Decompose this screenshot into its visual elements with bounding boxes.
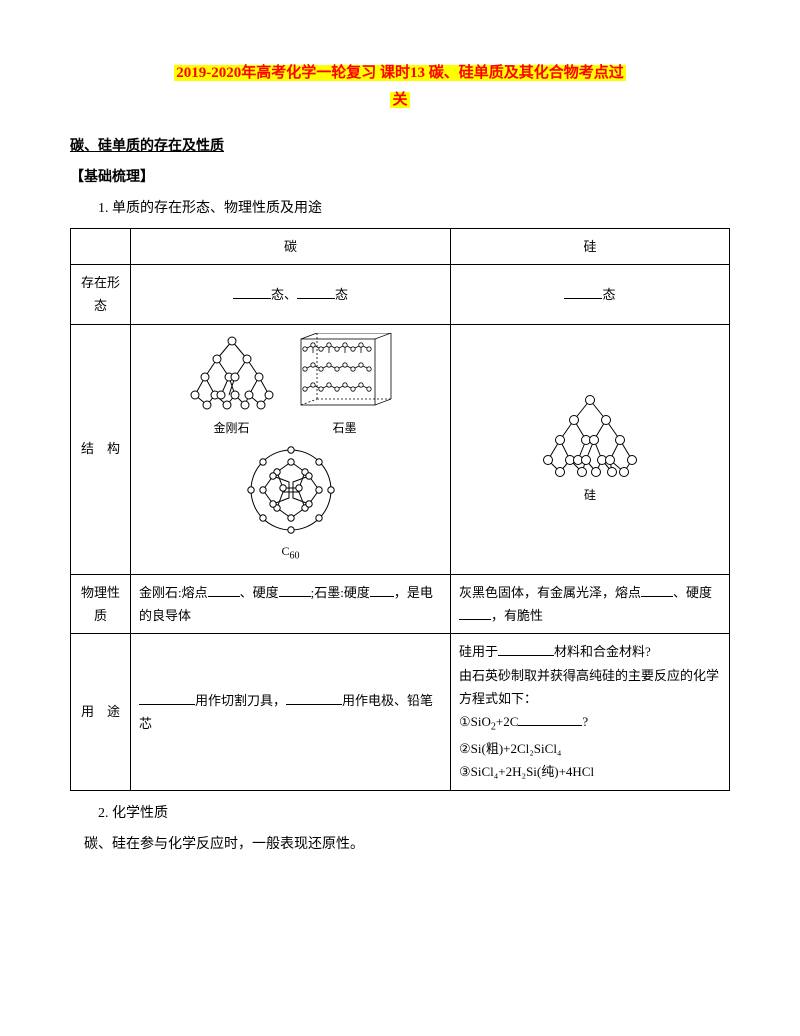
row-form-silicon: 态 xyxy=(451,264,730,324)
blank-field[interactable] xyxy=(518,712,582,726)
sub-header: 【基础梳理】 xyxy=(70,165,730,190)
blank-field[interactable] xyxy=(297,285,335,299)
title-line2: 关 xyxy=(390,92,409,108)
row-struct-label: 结 构 xyxy=(71,324,131,574)
row-phys-label: 物理性质 xyxy=(71,574,131,634)
chem-property-text: 碳、硅在参与化学反应时，一般表现还原性。 xyxy=(70,832,730,857)
equation-3: ③SiCl₄+2H₂Si(纯)+4HCl xyxy=(459,764,594,779)
header-blank xyxy=(71,228,131,264)
item-2: 2. 化学性质 xyxy=(70,801,730,826)
row-form: 存在形态 态、态 态 xyxy=(71,264,730,324)
row-use-label: 用 途 xyxy=(71,634,131,791)
blank-field[interactable] xyxy=(286,691,342,705)
graphite-label: 石墨 xyxy=(295,418,395,440)
c60-structure: C60 xyxy=(135,446,446,566)
row-struct-carbon: 金刚石 xyxy=(131,324,451,574)
graphite-structure: 石墨 xyxy=(295,333,395,440)
title-line1: 2019-2020年高考化学一轮复习 课时13 碳、硅单质及其化合物考点过 xyxy=(174,65,626,81)
c60-label: C60 xyxy=(135,541,446,565)
blank-field[interactable] xyxy=(139,691,195,705)
blank-field[interactable] xyxy=(279,583,311,597)
diamond-structure: 金刚石 xyxy=(187,333,277,440)
row-use-silicon: 硅用于材料和合金材料? 由石英砂制取并获得高纯硅的主要反应的化学方程式如下： ①… xyxy=(451,634,730,791)
row-phys-carbon: 金刚石:熔点、硬度;石墨:硬度，是电的良导体 xyxy=(131,574,451,634)
silicon-label: 硅 xyxy=(455,485,725,507)
row-phys-silicon: 灰黑色固体，有金属光泽，熔点、硬度，有脆性 xyxy=(451,574,730,634)
blank-field[interactable] xyxy=(459,606,491,620)
diamond-label: 金刚石 xyxy=(187,418,277,440)
item-1: 1. 单质的存在形态、物理性质及用途 xyxy=(70,196,730,221)
blank-field[interactable] xyxy=(641,583,673,597)
row-structure: 结 构 xyxy=(71,324,730,574)
row-struct-silicon: 硅 xyxy=(451,324,730,574)
equation-2: ②Si(粗)+2Cl₂SiCl₄ xyxy=(459,741,561,756)
row-uses: 用 途 用作切割刀具，用作电极、铅笔芯 硅用于材料和合金材料? 由石英砂制取并获… xyxy=(71,634,730,791)
row-form-label: 存在形态 xyxy=(71,264,131,324)
row-physical: 物理性质 金刚石:熔点、硬度;石墨:硬度，是电的良导体 灰黑色固体，有金属光泽，… xyxy=(71,574,730,634)
blank-field[interactable] xyxy=(208,583,240,597)
row-form-carbon: 态、态 xyxy=(131,264,451,324)
document-title: 2019-2020年高考化学一轮复习 课时13 碳、硅单质及其化合物考点过 关 xyxy=(70,60,730,114)
blank-field[interactable] xyxy=(564,285,602,299)
blank-field[interactable] xyxy=(233,285,271,299)
blank-field[interactable] xyxy=(498,642,554,656)
header-silicon: 硅 xyxy=(451,228,730,264)
silicon-structure-svg xyxy=(540,392,640,478)
blank-field[interactable] xyxy=(370,583,394,597)
section-header: 碳、硅单质的存在及性质 xyxy=(70,134,730,159)
row-use-carbon: 用作切割刀具，用作电极、铅笔芯 xyxy=(131,634,451,791)
header-carbon: 碳 xyxy=(131,228,451,264)
properties-table: 碳 硅 存在形态 态、态 态 结 构 xyxy=(70,228,730,791)
table-header-row: 碳 硅 xyxy=(71,228,730,264)
